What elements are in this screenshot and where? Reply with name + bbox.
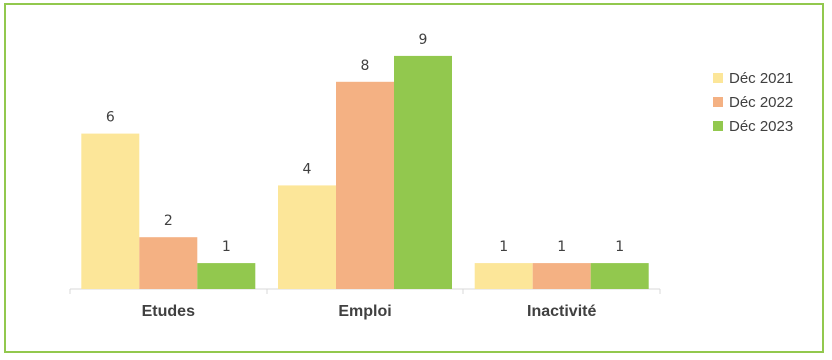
bar xyxy=(532,263,591,289)
data-label: 8 xyxy=(361,58,370,74)
legend-label: Déc 2023 xyxy=(729,118,793,135)
value-labels-group: 6 2 1 4 8 9 1 1 1 xyxy=(106,32,624,255)
x-tick-label: Emploi xyxy=(338,303,391,320)
bar xyxy=(474,263,533,289)
data-label: 4 xyxy=(303,161,312,177)
x-tick-label: Etudes xyxy=(142,303,195,320)
data-label: 1 xyxy=(222,239,231,255)
bar xyxy=(278,185,336,289)
bar xyxy=(81,133,140,289)
data-label: 1 xyxy=(615,239,624,255)
data-label: 1 xyxy=(499,239,508,255)
bar xyxy=(139,237,198,289)
category-labels-group: Etudes Emploi Inactivité xyxy=(142,303,597,320)
data-label: 9 xyxy=(419,32,428,48)
bar xyxy=(336,81,394,289)
legend-label: Déc 2021 xyxy=(729,70,793,87)
legend: Déc 2021 Déc 2022 Déc 2023 xyxy=(713,70,793,135)
data-label: 2 xyxy=(164,213,173,229)
legend-swatch xyxy=(713,121,723,131)
x-tick-label: Inactivité xyxy=(527,303,596,320)
bar xyxy=(394,55,452,290)
bars-group xyxy=(81,55,649,290)
bar xyxy=(197,263,256,289)
legend-label: Déc 2022 xyxy=(729,94,793,111)
bar xyxy=(590,263,649,289)
data-label: 1 xyxy=(557,239,566,255)
legend-swatch xyxy=(713,97,723,107)
data-label: 6 xyxy=(106,110,115,126)
legend-swatch xyxy=(713,73,723,83)
